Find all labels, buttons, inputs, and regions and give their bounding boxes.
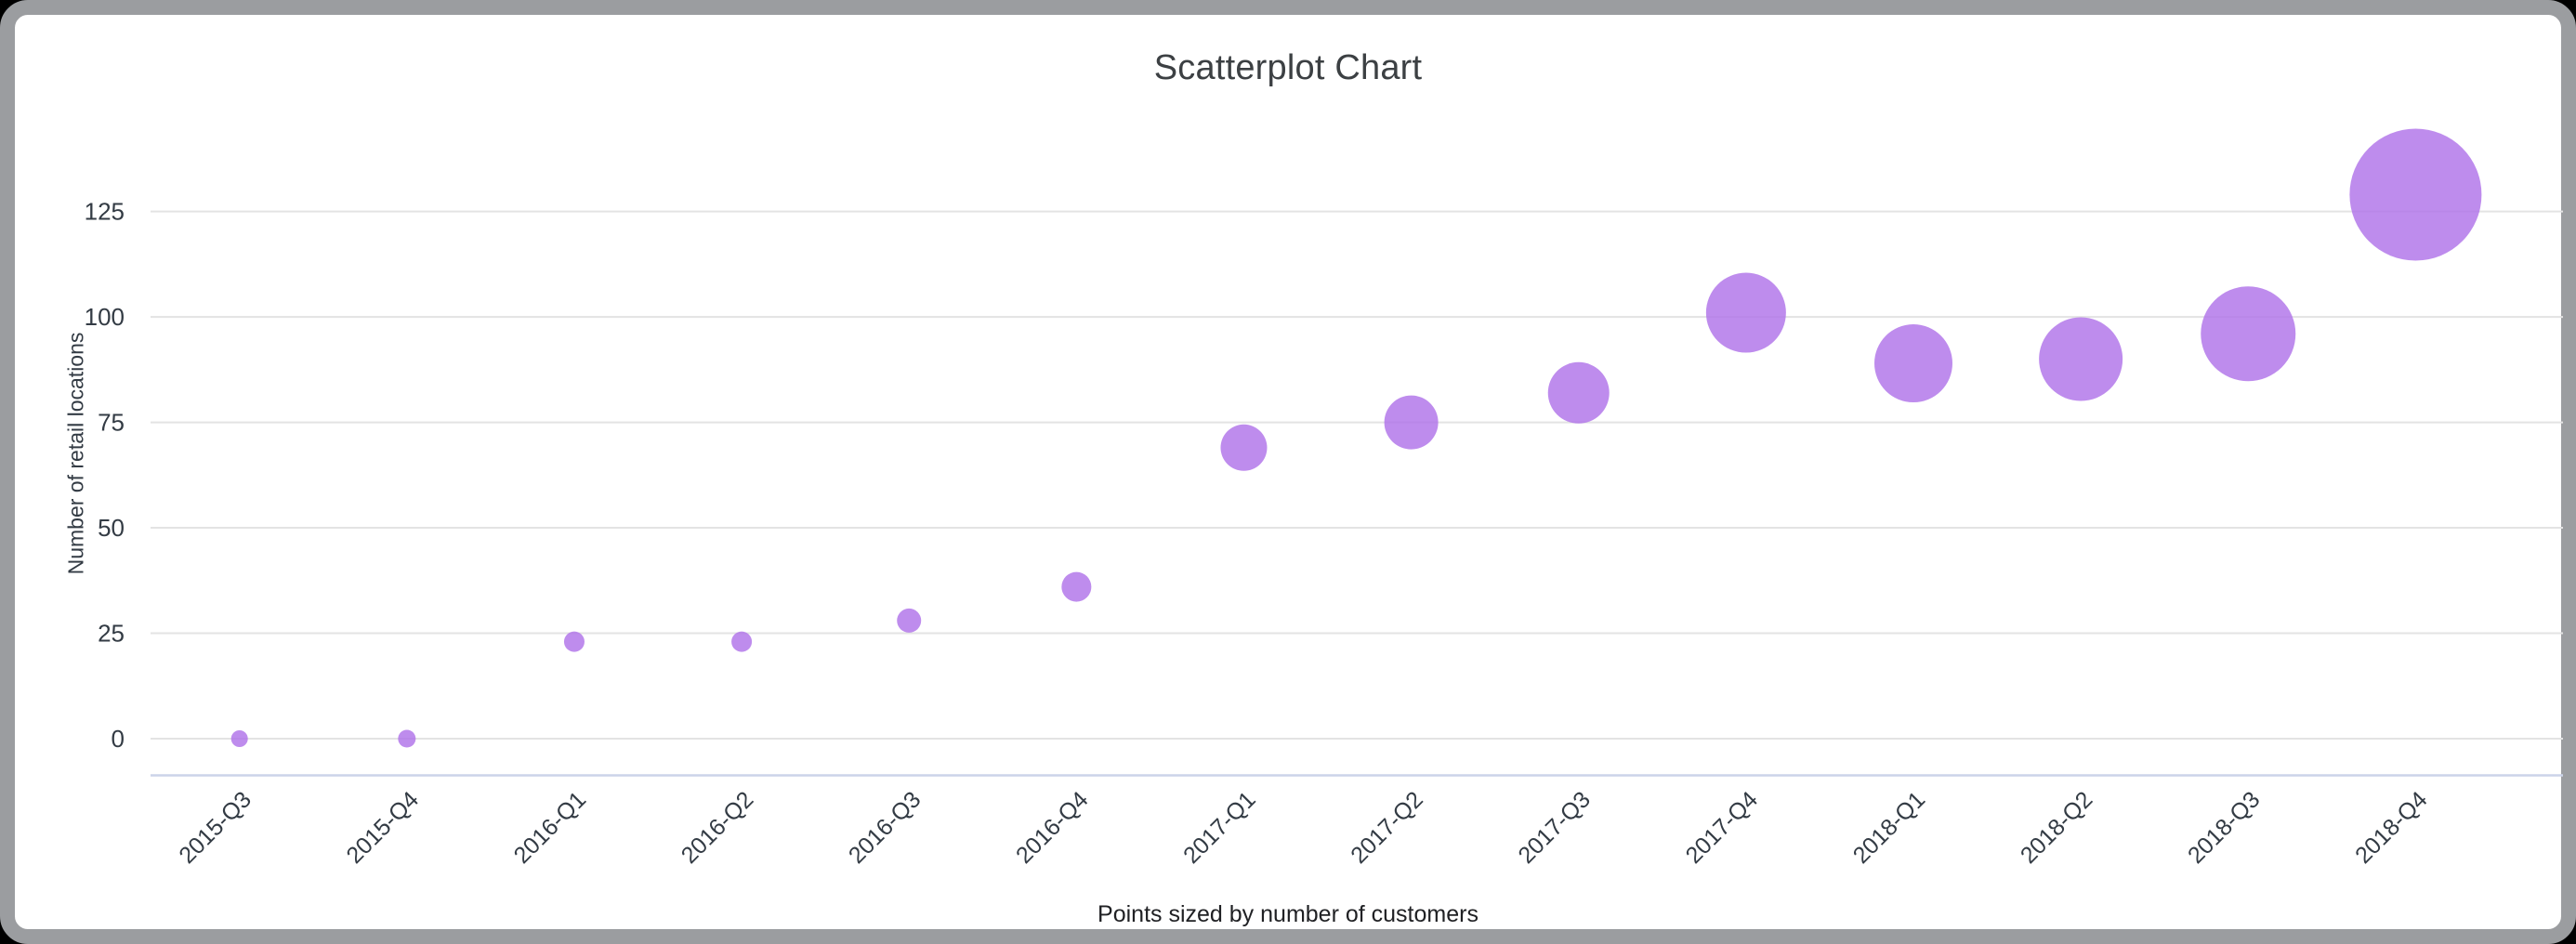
data-point-2015-q4[interactable] [398,729,416,748]
y-tick-label: 100 [85,303,125,331]
x-tick-label: 2015-Q4 [341,786,424,869]
x-tick-label: 2016-Q1 [509,786,592,869]
x-tick-label: 2018-Q2 [2016,786,2098,869]
scatter-plot-canvas: 0 25 50 75 100 125 2015-Q3 2015-Q4 2016-Q1 2016-Q… [85,128,2563,869]
y-tick-label: 50 [98,514,125,542]
data-point-2017-q4[interactable] [1705,272,1786,353]
chart-title: Scatterplot Chart [1153,48,1423,87]
x-tick-label: 2017-Q1 [1178,786,1261,869]
x-axis-title: Points sized by number of customers [1097,901,1479,927]
x-tick-label: 2017-Q4 [1681,786,1764,869]
x-tick-label: 2017-Q2 [1346,786,1428,869]
x-tick-label: 2015-Q3 [174,786,256,869]
y-tick-label: 125 [85,198,125,226]
x-tick-label: 2016-Q2 [677,786,759,869]
y-tick-label: 0 [112,725,125,753]
data-point-2018-q3[interactable] [2201,286,2296,382]
data-point-2018-q1[interactable] [1874,324,1952,403]
x-tick-label: 2018-Q4 [2350,786,2433,869]
x-tick-label: 2018-Q1 [1848,786,1931,869]
data-point-2016-q1[interactable] [563,631,585,652]
data-point-2015-q3[interactable] [230,730,248,747]
x-tick-label: 2017-Q3 [1513,786,1596,869]
data-point-2017-q1[interactable] [1220,424,1268,471]
y-tick-label: 25 [98,620,125,648]
data-point-2018-q4[interactable] [2349,128,2482,261]
data-point-2017-q3[interactable] [1547,361,1610,424]
data-point-2016-q4[interactable] [1061,571,1092,602]
x-tick-label: 2016-Q3 [844,786,927,869]
x-tick-label: 2016-Q4 [1011,786,1094,869]
data-point-2016-q2[interactable] [731,631,753,652]
data-point-2016-q3[interactable] [897,608,922,633]
y-tick-label: 75 [98,409,125,437]
data-point-2018-q2[interactable] [2039,317,2123,401]
data-point-2017-q2[interactable] [1384,395,1439,450]
x-tick-label: 2018-Q3 [2183,786,2266,869]
